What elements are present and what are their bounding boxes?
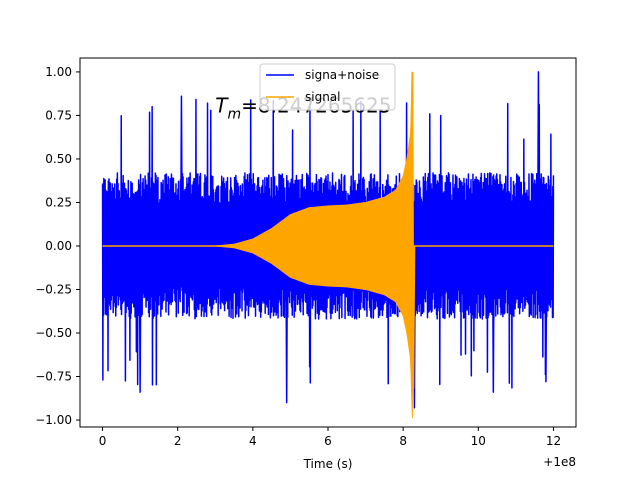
- annotation-symbol: T: [215, 94, 229, 118]
- legend-label-signal: signal: [305, 90, 341, 104]
- y-axis: 1.00 0.75 0.50 0.25 0.00 −0.25 −0.50 −0.75 −1.00: [35, 65, 80, 427]
- annotation-equals: =: [241, 94, 258, 118]
- y-tick-label: −0.25: [35, 282, 72, 296]
- series-line-signal-peak: [410, 71, 416, 389]
- x-axis-offset-label: +1e8: [543, 455, 576, 469]
- y-tick-label: −0.50: [35, 326, 72, 340]
- y-tick-label: 1.00: [45, 65, 72, 79]
- series-layer: [101, 71, 555, 419]
- x-tick-label: 10: [471, 434, 486, 448]
- y-tick-label: −0.75: [35, 370, 72, 384]
- x-tick-label: 8: [399, 434, 407, 448]
- annotation-subscript: m: [227, 107, 241, 123]
- x-tick-label: 2: [174, 434, 182, 448]
- y-tick-label: 0.50: [45, 152, 72, 166]
- y-tick-label: 0.00: [45, 239, 72, 253]
- x-tick-label: 12: [546, 434, 561, 448]
- x-tick-label: 0: [99, 434, 107, 448]
- legend: signa+noise signal: [259, 63, 396, 111]
- y-tick-label: 0.75: [45, 108, 72, 122]
- x-tick-label: 6: [324, 434, 332, 448]
- x-axis-label: Time (s): [303, 457, 353, 471]
- legend-label-signa-noise: signa+noise: [305, 68, 379, 82]
- y-tick-label: 0.25: [45, 195, 72, 209]
- x-axis: 0 2 4 6 8 10 12: [99, 427, 561, 448]
- y-tick-label: −1.00: [35, 413, 72, 427]
- series-line-signa-noise: [101, 71, 555, 409]
- x-tick-label: 4: [249, 434, 257, 448]
